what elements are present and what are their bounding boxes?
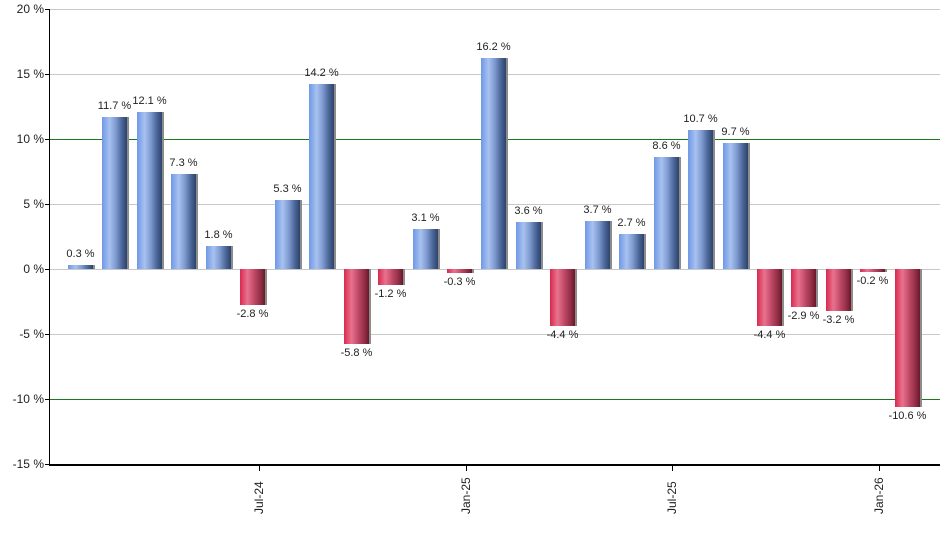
bar-value-label: -2.9 %	[787, 310, 820, 322]
bar-value-label: -4.4 %	[546, 329, 579, 341]
bar-value-label: -5.8 %	[340, 347, 373, 359]
bar	[206, 246, 231, 269]
gridline	[50, 334, 940, 335]
y-tick-label: 15 %	[16, 67, 44, 81]
y-tick-mark	[45, 464, 49, 465]
x-tick-mark	[672, 466, 673, 471]
bar-value-label: -0.3 %	[443, 276, 476, 288]
y-tick-mark	[45, 334, 49, 335]
x-tick-mark	[259, 466, 260, 471]
bar-value-label: 10.7 %	[683, 113, 718, 125]
bar	[688, 130, 713, 269]
bar-value-label: 3.1 %	[411, 212, 440, 224]
y-tick-label: 5 %	[23, 197, 44, 211]
x-tick-label: Jan-26	[872, 477, 886, 514]
bar-value-label: 7.3 %	[169, 157, 198, 169]
bar	[585, 221, 610, 269]
y-tick-mark	[45, 399, 49, 400]
x-axis	[49, 464, 940, 466]
bar-value-label: -0.2 %	[856, 275, 889, 287]
gridline	[50, 9, 940, 10]
bar-value-label: 3.7 %	[583, 204, 612, 216]
y-tick-mark	[45, 74, 49, 75]
bar-value-label: 0.3 %	[66, 248, 95, 260]
bar	[171, 174, 196, 269]
bar	[378, 269, 403, 285]
bar-value-label: 12.1 %	[132, 95, 167, 107]
bar	[447, 269, 472, 273]
y-tick-label: 10 %	[16, 132, 44, 146]
reference-line	[50, 399, 940, 400]
y-axis	[49, 9, 50, 465]
bar	[240, 269, 265, 305]
bar	[757, 269, 782, 326]
bar	[895, 269, 920, 407]
bar-value-label: 5.3 %	[273, 183, 302, 195]
bar	[516, 222, 541, 269]
bar-value-label: 2.7 %	[617, 217, 646, 229]
x-tick-mark	[879, 466, 880, 471]
bar	[68, 265, 93, 269]
bar	[102, 117, 127, 269]
x-tick-mark	[466, 466, 467, 471]
y-tick-label: 0 %	[23, 262, 44, 276]
bar-value-label: -2.8 %	[236, 308, 269, 320]
bar	[619, 234, 644, 269]
y-tick-label: -15 %	[12, 457, 44, 471]
x-tick-label: Jan-25	[459, 477, 473, 514]
bar-value-label: 9.7 %	[721, 126, 750, 138]
x-tick-label: Jul-25	[665, 481, 679, 514]
bar-value-label: 11.7 %	[97, 100, 132, 112]
bar	[723, 143, 748, 269]
bar	[344, 269, 369, 344]
bar	[860, 269, 885, 272]
bar	[413, 229, 438, 269]
bar	[654, 157, 679, 269]
y-tick-mark	[45, 269, 49, 270]
y-tick-mark	[45, 204, 49, 205]
bar	[481, 58, 506, 269]
x-tick-label: Jul-24	[252, 481, 266, 514]
bar-value-label: -4.4 %	[753, 329, 786, 341]
bar-value-label: -10.6 %	[888, 410, 927, 422]
bar-value-label: 14.2 %	[304, 67, 339, 79]
bar	[791, 269, 816, 307]
bar-value-label: -1.2 %	[374, 288, 407, 300]
y-tick-label: -5 %	[19, 327, 44, 341]
bar-value-label: 3.6 %	[514, 205, 543, 217]
y-tick-mark	[45, 139, 49, 140]
bar-value-label: 16.2 %	[476, 41, 511, 53]
bar-value-label: -3.2 %	[822, 314, 855, 326]
bar	[826, 269, 851, 311]
y-tick-mark	[45, 9, 49, 10]
y-tick-label: 20 %	[16, 2, 44, 16]
gridline	[50, 269, 940, 270]
bar	[550, 269, 575, 326]
y-tick-label: -10 %	[12, 392, 44, 406]
bar	[309, 84, 334, 269]
bar	[137, 112, 162, 269]
bar-value-label: 8.6 %	[652, 140, 681, 152]
bar	[275, 200, 300, 269]
bar-value-label: 1.8 %	[204, 229, 233, 241]
